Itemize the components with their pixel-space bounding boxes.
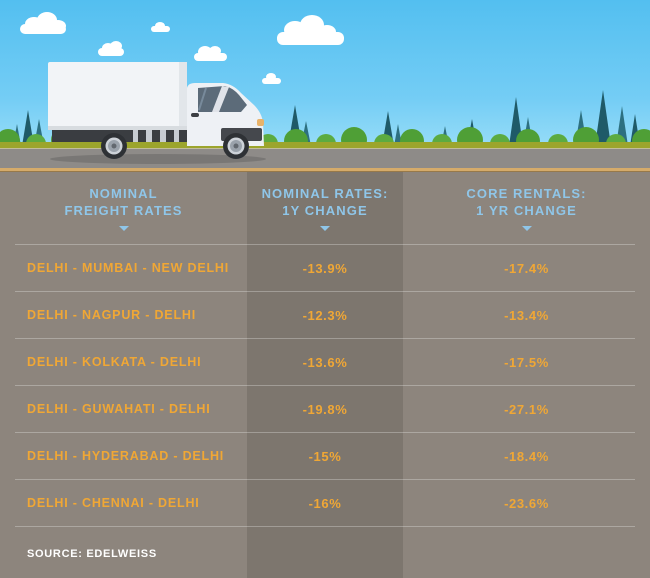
nominal-change-value: -15% (308, 448, 342, 464)
header-line: 1 YR CHANGE (476, 203, 577, 218)
table-row: DELHI - GUWAHATI - DELHI -19.8% -27.1% (0, 386, 650, 432)
road (0, 142, 650, 172)
column-header-nominal-rates-1y: NOMINAL RATES: 1Y CHANGE (247, 185, 403, 231)
row-divider (15, 432, 635, 433)
header-line: NOMINAL RATES: (261, 186, 389, 201)
nominal-change-value: -13.6% (302, 354, 348, 370)
table-header-row: NOMINAL FREIGHT RATES NOMINAL RATES: 1Y … (0, 172, 650, 244)
source-credit: SOURCE: EDELWEISS (27, 548, 157, 560)
middle-column-stripe (247, 172, 403, 578)
route-label: DELHI - MUMBAI - NEW DELHI (27, 261, 230, 275)
row-divider (15, 291, 635, 292)
core-change-value: -13.4% (504, 307, 549, 323)
core-change-value: -17.4% (504, 260, 549, 276)
core-change-value: -18.4% (504, 448, 549, 464)
truck-box (48, 62, 187, 130)
truck-wheel (223, 133, 249, 159)
pine-tree-icon (394, 124, 402, 146)
core-change-value: -17.5% (504, 354, 549, 370)
row-divider (15, 479, 635, 480)
table-row: DELHI - HYDERABAD - DELHI -15% -18.4% (0, 433, 650, 479)
caret-down-icon (118, 226, 129, 231)
clouds (20, 12, 344, 84)
cloud-icon (277, 15, 344, 45)
column-header-core-rentals-1yr: CORE RENTALS: 1 YR CHANGE (403, 185, 650, 231)
row-divider (15, 244, 635, 245)
nominal-change-value: -19.8% (302, 401, 348, 417)
scene-illustration (0, 0, 650, 172)
route-label: DELHI - NAGPUR - DELHI (27, 308, 196, 322)
core-change-value: -27.1% (504, 401, 549, 417)
table-row: DELHI - CHENNAI - DELHI -16% -23.6% (0, 480, 650, 526)
nominal-change-value: -16% (308, 495, 342, 511)
road-line (0, 168, 650, 171)
cloud-icon (98, 41, 124, 56)
cloud-icon (151, 22, 170, 32)
row-divider (15, 338, 635, 339)
table-row: DELHI - MUMBAI - NEW DELHI -13.9% -17.4% (0, 245, 650, 291)
column-header-nominal-freight-rates: NOMINAL FREIGHT RATES (0, 185, 247, 231)
freight-table: NOMINAL FREIGHT RATES NOMINAL RATES: 1Y … (0, 172, 650, 578)
truck-headlight (257, 119, 264, 126)
header-line: CORE RENTALS: (466, 186, 587, 201)
caret-down-icon (521, 226, 532, 231)
route-label: DELHI - GUWAHATI - DELHI (27, 402, 211, 416)
nominal-change-value: -12.3% (302, 307, 348, 323)
table-row: DELHI - NAGPUR - DELHI -12.3% -13.4% (0, 292, 650, 338)
row-divider (15, 526, 635, 527)
table-row: DELHI - KOLKATA - DELHI -13.6% -17.5% (0, 339, 650, 385)
cloud-icon (194, 46, 227, 61)
route-label: DELHI - KOLKATA - DELHI (27, 355, 202, 369)
row-divider (15, 385, 635, 386)
core-change-value: -23.6% (504, 495, 549, 511)
truck-wheel (101, 133, 127, 159)
truck-icon (48, 62, 266, 164)
nominal-change-value: -13.9% (302, 260, 348, 276)
scene-svg (0, 0, 650, 172)
header-line: FREIGHT RATES (64, 203, 183, 218)
header-line: NOMINAL (89, 186, 158, 201)
truck-shadow (50, 154, 266, 164)
route-label: DELHI - CHENNAI - DELHI (27, 496, 200, 510)
cloud-icon (20, 12, 66, 34)
table-footer: SOURCE: EDELWEISS (0, 527, 650, 578)
cloud-icon (262, 73, 281, 84)
header-line: 1Y CHANGE (282, 203, 368, 218)
pine-tree-icon (595, 90, 611, 146)
truck-door-handle (191, 113, 199, 117)
caret-down-icon (320, 226, 330, 231)
route-label: DELHI - HYDERABAD - DELHI (27, 449, 225, 463)
